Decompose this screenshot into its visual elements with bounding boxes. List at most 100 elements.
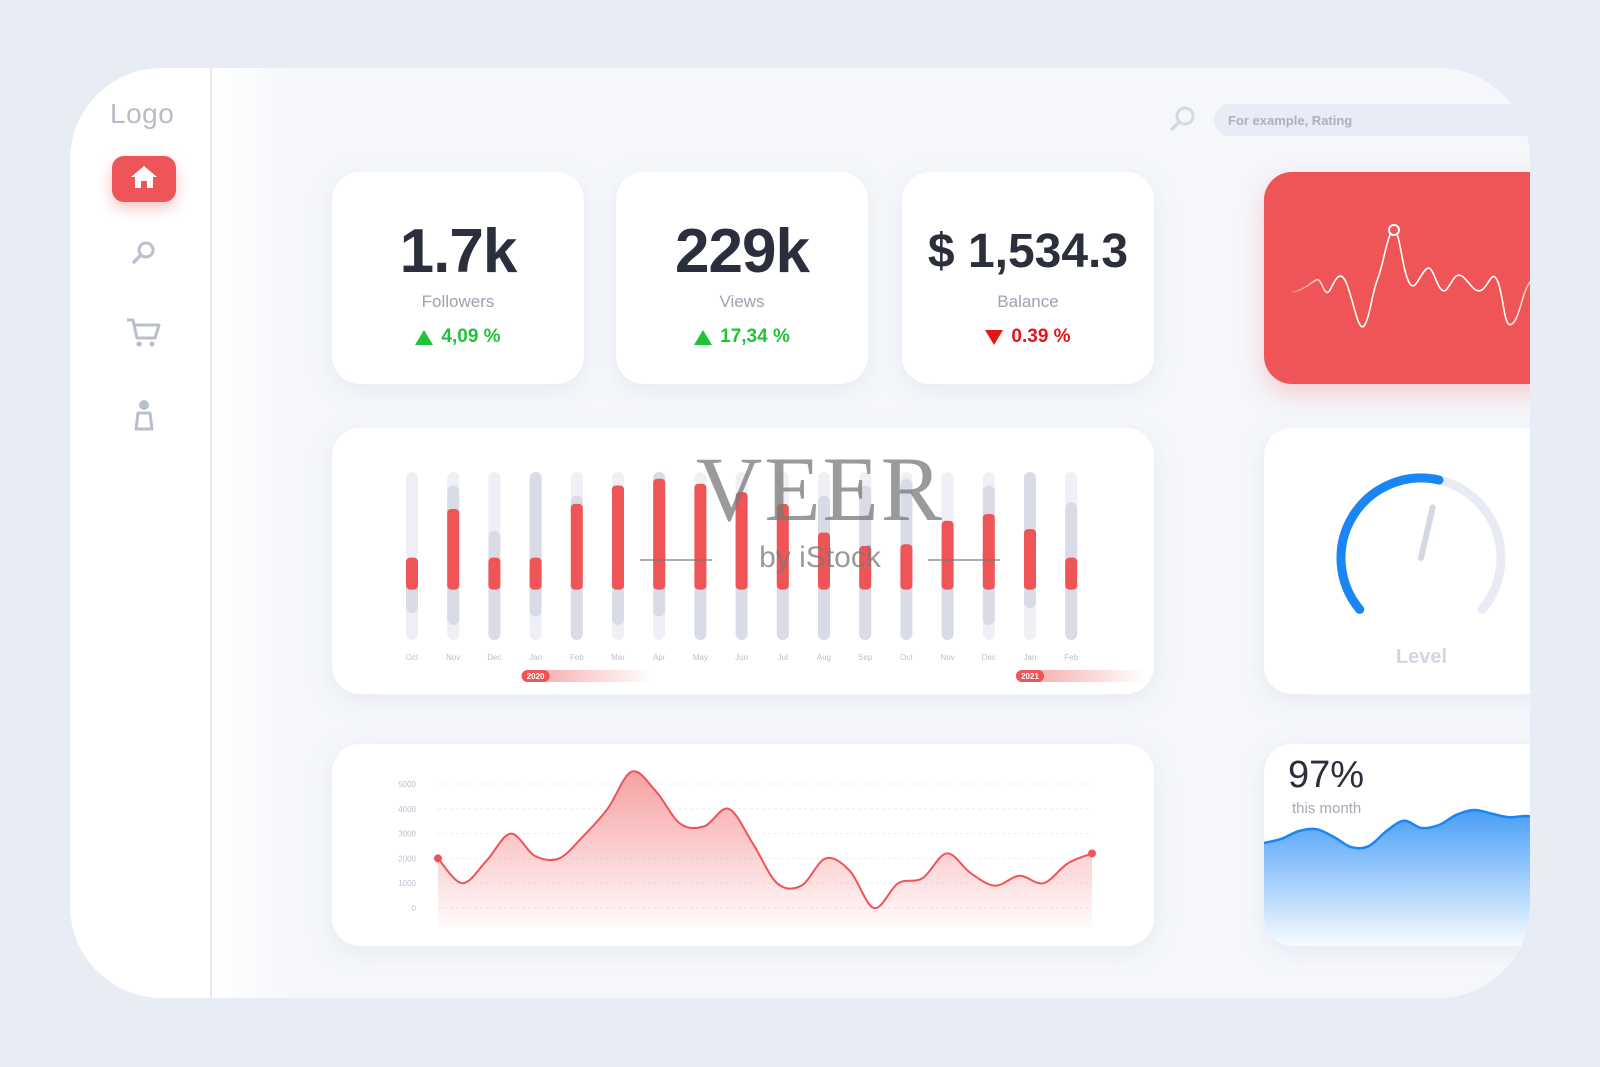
area-line [437, 770, 1093, 910]
stat-change-value: 4,09 % [441, 326, 501, 347]
stat-change: 4,09 % [332, 326, 584, 348]
data-point-end [1088, 849, 1096, 858]
area-chart-card: 5000 4000 3000 2000 1000 0 [332, 744, 1154, 946]
area-chart: 5000 4000 3000 2000 1000 0 [398, 770, 1096, 928]
bar [570, 503, 583, 590]
main-content: 1.7k Followers 4,09 % 229k Views 17,34 %… [214, 68, 1530, 998]
month-label: Mar [611, 653, 625, 662]
bar-background [529, 472, 542, 617]
home-icon [128, 163, 160, 196]
y-tick-label: 1000 [398, 879, 416, 888]
bar [982, 514, 995, 590]
year-badge-track [1016, 670, 1146, 682]
month-label: Jun [735, 653, 748, 662]
month-label: Oct [406, 653, 419, 662]
stat-label: Views [719, 292, 765, 311]
bar [694, 483, 707, 590]
bar [488, 557, 501, 590]
arrow-up-icon [415, 329, 434, 345]
month-label: Jul [778, 653, 788, 662]
bar-chart-card: Oct Nov Dec Jan Feb Mar Apr May Jun Jul Aug Sep Oct N… [332, 428, 1154, 694]
stat-card-followers: 1.7k Followers 4,09 % [332, 172, 584, 384]
month-label: May [693, 653, 708, 662]
y-tick-label: 4000 [398, 805, 416, 814]
bar [900, 544, 913, 590]
month-label: Dec [487, 653, 501, 662]
bar [818, 532, 830, 590]
year-badge-track [521, 670, 652, 682]
search-input[interactable] [1214, 104, 1530, 136]
y-tick-label: 0 [412, 904, 417, 913]
monthly-area-line [1264, 808, 1530, 850]
stat-label: Balance [997, 292, 1059, 311]
bar-chart: Oct Nov Dec Jan Feb Mar Apr May Jun Jul Aug Sep Oct N… [406, 472, 1146, 682]
y-tick-label: 3000 [398, 830, 416, 839]
month-label: Aug [817, 653, 831, 662]
search-icon [129, 238, 159, 273]
year-badge-label: 2020 [527, 672, 545, 681]
year-badge-label: 2021 [1021, 672, 1039, 681]
y-tick-label: 5000 [398, 780, 416, 789]
monthly-percent: 97% [1288, 754, 1365, 796]
month-label: Nov [940, 653, 954, 662]
stat-value: 1.7k [399, 217, 518, 286]
month-label: Nov [446, 653, 460, 662]
stat-change-value: 17,34 % [720, 326, 790, 347]
bar [612, 485, 624, 590]
arrow-down-icon [985, 329, 1004, 345]
month-label: Jan [1024, 653, 1037, 662]
gauge [1336, 473, 1506, 614]
bar [406, 557, 418, 590]
stat-label: Followers [421, 292, 495, 311]
sidebar-item-cart[interactable] [112, 312, 176, 358]
gauge-card: Level [1264, 428, 1530, 694]
cart-icon [125, 316, 163, 355]
month-label: Apr [653, 653, 666, 662]
bar [776, 503, 789, 590]
bar [1065, 557, 1078, 590]
year-badge [521, 670, 550, 682]
user-icon [129, 398, 159, 437]
bar [529, 557, 542, 590]
bar-track [406, 472, 418, 640]
stat-change: 0.39 % [902, 326, 1154, 348]
area-fill [438, 771, 1092, 928]
pulse-card[interactable] [1264, 172, 1530, 384]
data-point-start [434, 854, 442, 863]
monthly-area-chart [1264, 808, 1530, 946]
bar [735, 492, 748, 590]
month-label: Dec [982, 653, 996, 662]
month-label: Jan [529, 653, 542, 662]
arrow-up-icon [694, 329, 713, 345]
stat-value: 229k [675, 217, 810, 286]
sidebar-item-home[interactable] [112, 156, 176, 202]
gauge-label: Level [1395, 646, 1448, 668]
month-label: Sep [858, 653, 873, 662]
y-tick-label: 2000 [398, 854, 416, 863]
month-label: Feb [1064, 653, 1078, 662]
bar [447, 508, 460, 590]
month-label: Feb [570, 653, 584, 662]
gauge-needle [1418, 504, 1436, 561]
stat-change: 17,34 % [616, 326, 868, 348]
stat-value: $ 1,534.3 [927, 225, 1129, 278]
dashboard-window: Logo [70, 68, 1530, 998]
bar [941, 520, 954, 590]
pulse-wave [1291, 224, 1530, 328]
bar [1024, 529, 1036, 590]
sidebar-item-profile[interactable] [112, 394, 176, 440]
monthly-card: 97% this month [1264, 744, 1530, 946]
stat-card-views: 229k Views 17,34 % [616, 172, 868, 384]
sidebar: Logo [70, 68, 212, 998]
gauge-value [1336, 473, 1444, 614]
logo: Logo [110, 98, 175, 129]
bar [859, 545, 872, 590]
bar [653, 478, 666, 590]
search-icon[interactable] [1168, 104, 1198, 139]
monthly-subtitle: this month [1292, 800, 1362, 817]
stat-card-balance: $ 1,534.3 Balance 0.39 % [902, 172, 1154, 384]
month-label: Oct [900, 653, 913, 662]
monthly-area-fill [1264, 809, 1530, 946]
sidebar-item-search[interactable] [112, 232, 176, 278]
year-badge [1016, 670, 1044, 682]
